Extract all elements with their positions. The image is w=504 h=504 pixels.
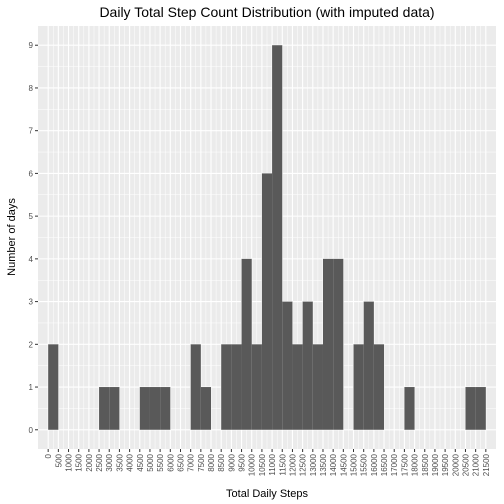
y-tick-label: 8: [29, 84, 34, 93]
x-tick-label: 19000: [431, 453, 440, 476]
x-tick-label: 16000: [370, 453, 379, 476]
y-axis-title: Number of days: [6, 198, 18, 276]
bar: [139, 387, 150, 430]
x-tick-label: 8500: [217, 453, 226, 471]
bar: [465, 387, 476, 430]
x-tick-label: 16500: [380, 453, 389, 476]
x-tick-label: 12500: [299, 453, 308, 476]
x-tick-label: 18000: [411, 453, 420, 476]
bar: [109, 387, 120, 430]
x-tick-label: 21500: [482, 453, 491, 476]
x-tick-label: 10500: [258, 453, 267, 476]
x-tick-label: 17500: [400, 453, 409, 476]
bar: [231, 344, 242, 430]
x-tick-label: 2000: [85, 453, 94, 471]
x-tick-label: 13500: [319, 453, 328, 476]
bar: [302, 301, 313, 430]
x-tick-label: 3000: [105, 453, 114, 471]
bar: [272, 45, 283, 430]
x-tick-label: 21000: [472, 453, 481, 476]
bar: [261, 173, 273, 430]
x-tick-label: 17000: [390, 453, 399, 476]
bar: [160, 387, 171, 430]
y-tick-label: 0: [29, 426, 34, 435]
x-tick-label: 5000: [146, 453, 155, 471]
x-tick-label: 10000: [248, 453, 257, 476]
y-tick-label: 5: [29, 212, 34, 221]
x-tick-label: 20000: [451, 453, 460, 476]
x-tick-label: 4500: [136, 453, 145, 471]
bar: [322, 258, 334, 430]
x-tick-label: 0: [44, 453, 53, 458]
x-axis-title: Total Daily Steps: [226, 488, 308, 500]
bar: [312, 344, 323, 430]
y-tick-label: 4: [29, 255, 34, 264]
x-tick-label: 15000: [350, 453, 359, 476]
x-tick-label: 1000: [65, 453, 74, 471]
y-tick-label: 2: [29, 340, 34, 349]
bar: [149, 387, 161, 430]
x-tick-label: 15500: [360, 453, 369, 476]
y-tick-label: 1: [29, 383, 34, 392]
bar: [48, 344, 59, 430]
x-tick-label: 9500: [238, 453, 247, 471]
bar: [190, 344, 201, 430]
bar: [292, 344, 303, 430]
x-tick-label: 13000: [309, 453, 318, 476]
x-tick-label: 500: [54, 453, 63, 467]
bar: [99, 387, 110, 430]
bar: [404, 387, 415, 430]
x-tick-label: 3500: [115, 453, 124, 471]
x-axis: 0 500 1000 1500 2000 2500 3000 3500 4000 4500 5000…: [44, 449, 491, 476]
x-tick-label: 11500: [278, 453, 287, 475]
bar: [251, 344, 262, 430]
x-tick-label: 20500: [461, 453, 470, 476]
bar: [475, 387, 486, 430]
x-tick-label: 8000: [207, 453, 216, 471]
bar: [353, 344, 364, 430]
x-tick-label: 14500: [339, 453, 348, 476]
y-tick-label: 6: [29, 169, 34, 178]
x-tick-label: 19500: [441, 453, 450, 476]
x-tick-label: 12000: [288, 453, 297, 476]
y-tick-label: 9: [29, 41, 34, 50]
bar: [200, 387, 212, 430]
x-tick-label: 18500: [421, 453, 430, 476]
x-tick-label: 7500: [197, 453, 206, 471]
x-tick-label: 4000: [126, 453, 135, 471]
x-tick-label: 1500: [75, 453, 84, 471]
x-tick-label: 7000: [187, 453, 196, 471]
x-tick-label: 6000: [166, 453, 175, 471]
x-tick-label: 6500: [176, 453, 185, 471]
y-axis: 0 1 2 3 4 5 6 7 8 9: [29, 41, 38, 435]
bar: [373, 344, 385, 430]
bars: [48, 45, 486, 430]
bar: [333, 258, 344, 430]
bar: [241, 258, 252, 430]
x-tick-label: 5500: [156, 453, 165, 471]
bar: [282, 301, 293, 430]
chart-title: Daily Total Step Count Distribution (wit…: [99, 4, 434, 20]
x-tick-label: 14000: [329, 453, 338, 476]
x-tick-label: 11000: [268, 453, 277, 475]
x-tick-label: 2500: [95, 453, 104, 471]
y-tick-label: 7: [29, 127, 34, 136]
bar: [221, 344, 232, 430]
bar: [363, 301, 374, 430]
y-tick-label: 3: [29, 298, 34, 307]
x-tick-label: 9000: [227, 453, 236, 471]
